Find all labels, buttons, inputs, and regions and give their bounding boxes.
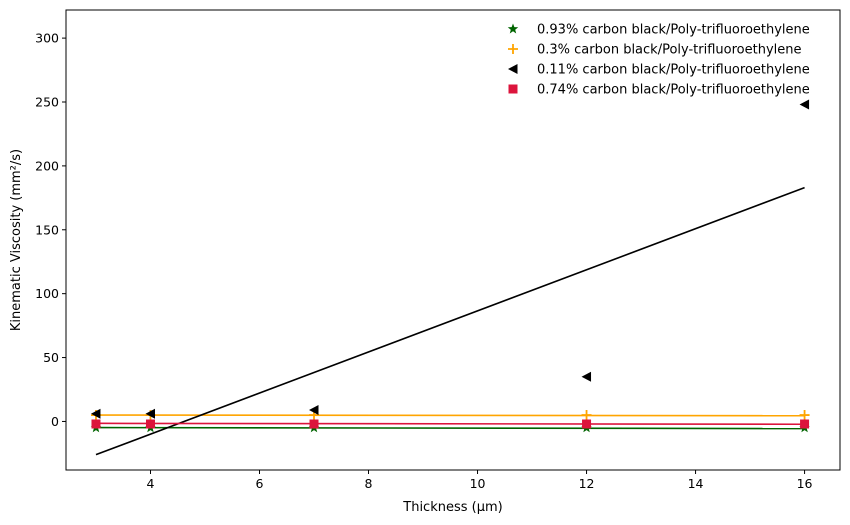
y-tick-label: 300	[35, 31, 59, 46]
x-tick-label: 14	[688, 476, 704, 491]
y-tick-label: 50	[43, 350, 59, 365]
legend-marker-series-1	[507, 23, 519, 34]
data-point-series-3-5	[799, 99, 810, 110]
legend-label-series-3: 0.11% carbon black/Poly-trifluoroethylen…	[537, 63, 810, 78]
legend-marker-series-2	[508, 44, 518, 54]
legend: 0.93% carbon black/Poly-trifluoroethylen…	[507, 23, 810, 98]
x-axis-label: Thickness (μm)	[402, 500, 502, 515]
axes: 4 6 8 10 12 14 16 0 50 100 150 200 250 300	[35, 9, 841, 491]
data-point-series-4-2	[145, 419, 155, 429]
x-tick-label: 16	[797, 476, 813, 491]
trend-line-series-3	[95, 186, 805, 456]
data-point-series-2-5	[799, 410, 810, 421]
y-axis-label: Kinematic Viscosity (mm²/s)	[9, 149, 24, 331]
data-point-series-4-3	[309, 419, 319, 429]
plot-content	[90, 99, 810, 456]
x-tick-label: 6	[256, 476, 264, 491]
y-tick-label: 250	[35, 95, 59, 110]
data-point-series-2-4	[581, 410, 592, 421]
trend-line-series-2	[95, 414, 805, 417]
x-tick-label: 8	[365, 476, 373, 491]
legend-label-series-4: 0.74% carbon black/Poly-trifluoroethylen…	[537, 83, 810, 98]
y-tick-label: 200	[35, 158, 59, 173]
trend-line-series-1	[95, 426, 805, 430]
trend-line-series-4	[95, 422, 805, 426]
y-tick-label: 0	[51, 414, 59, 429]
data-point-series-4-5	[800, 419, 810, 429]
plot-area	[90, 99, 810, 456]
data-point-series-3-3	[309, 404, 319, 415]
legend-label-series-1: 0.93% carbon black/Poly-trifluoroethylen…	[537, 23, 810, 38]
legend-label-series-2: 0.3% carbon black/Poly-trifluoroethylene	[537, 43, 802, 58]
y-tick-label: 100	[35, 286, 59, 301]
plot-frame	[65, 9, 841, 471]
data-point-series-3-1	[90, 408, 101, 419]
legend-marker-series-4	[508, 84, 518, 94]
x-tick-label: 10	[470, 476, 486, 491]
data-point-series-4-1	[91, 419, 101, 429]
x-tick-label: 12	[579, 476, 595, 491]
data-point-series-4-4	[582, 419, 592, 429]
data-point-series-3-2	[145, 408, 155, 419]
data-point-series-3-4	[581, 371, 592, 382]
legend-marker-series-3	[508, 64, 518, 74]
x-tick-label: 4	[147, 476, 155, 491]
y-tick-label: 150	[35, 222, 59, 237]
